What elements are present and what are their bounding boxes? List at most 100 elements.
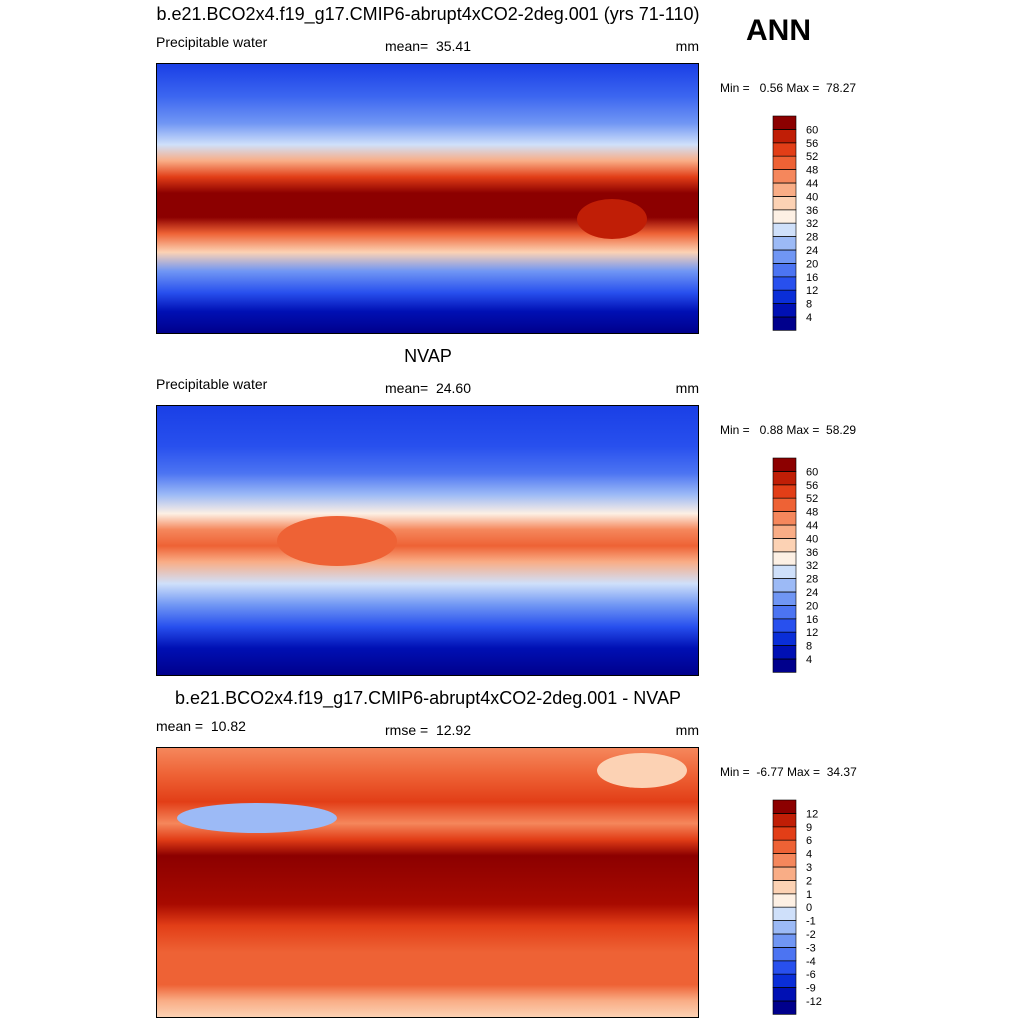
- colorbar-swatch: [772, 316, 797, 331]
- colorbar-label: 40: [806, 533, 818, 545]
- min-max: Min = -6.77 Max = 34.37: [720, 765, 857, 779]
- colorbar-swatch: [772, 209, 797, 224]
- colorbar-swatch: [772, 893, 797, 908]
- colorbar-swatch: [772, 524, 797, 539]
- colorbar-swatch: [772, 538, 797, 553]
- season: ANN: [746, 14, 811, 47]
- map: [156, 405, 699, 676]
- panel-title: b.e21.BCO2x4.f19_g17.CMIP6-abrupt4xCO2-2…: [156, 4, 700, 24]
- colorbar-label: 4: [806, 849, 812, 861]
- colorbar-swatch: [772, 276, 797, 291]
- panel-title: b.e21.BCO2x4.f19_g17.CMIP6-abrupt4xCO2-2…: [175, 688, 681, 708]
- map-region: [277, 516, 397, 566]
- right-label: mm: [675, 38, 699, 54]
- center-label: rmse = 12.92: [385, 722, 471, 738]
- colorbar-swatch: [772, 129, 797, 144]
- right-label: mm: [675, 380, 699, 396]
- colorbar-label: 9: [806, 822, 812, 834]
- colorbar-label: 28: [806, 232, 818, 244]
- colorbar-label: 44: [806, 178, 818, 190]
- colorbar-swatch: [772, 471, 797, 486]
- colorbar-label: -3: [806, 942, 816, 954]
- colorbar-swatch: [772, 866, 797, 881]
- min-max: Min = 0.88 Max = 58.29: [720, 423, 857, 437]
- colorbar-label: 12: [806, 808, 818, 820]
- colorbar-swatch: [772, 960, 797, 975]
- colorbar-label: 32: [806, 218, 818, 230]
- colorbar-swatch: [772, 658, 797, 673]
- colorbar-swatch: [772, 799, 797, 814]
- colorbar-swatch: [772, 853, 797, 868]
- colorbar-label: 40: [806, 191, 818, 203]
- colorbar-label: 8: [806, 299, 812, 311]
- map: [156, 747, 699, 1018]
- colorbar-label: 0: [806, 902, 812, 914]
- colorbar-swatch: [772, 564, 797, 579]
- colorbar-swatch: [772, 457, 797, 472]
- colorbar-swatch: [772, 1000, 797, 1015]
- map-region: [177, 803, 337, 833]
- colorbar-label: 4: [806, 654, 812, 666]
- colorbar-swatch: [772, 484, 797, 499]
- colorbar-swatch: [772, 578, 797, 593]
- colorbar-swatch: [772, 645, 797, 660]
- colorbar-label: 2: [806, 875, 812, 887]
- colorbar-swatch: [772, 813, 797, 828]
- center-label: mean= 24.60: [384, 380, 472, 396]
- colorbar-swatch: [772, 196, 797, 211]
- colorbar-swatch: [772, 169, 797, 184]
- colorbar-swatch: [772, 618, 797, 633]
- colorbar-swatch: [772, 236, 797, 251]
- colorbar-label: 28: [806, 574, 818, 586]
- colorbar-label: 36: [806, 205, 818, 217]
- colorbar-label: 24: [806, 587, 818, 599]
- colorbar-label: 52: [806, 151, 818, 163]
- colorbar-swatch: [772, 551, 797, 566]
- colorbar-swatch: [772, 920, 797, 935]
- colorbar-label: 36: [806, 547, 818, 559]
- colorbar-label: 24: [806, 245, 818, 257]
- colorbar-swatch: [772, 142, 797, 157]
- colorbar-swatch: [772, 987, 797, 1002]
- colorbar-label: 44: [806, 520, 818, 532]
- colorbar-swatch: [772, 947, 797, 962]
- colorbar-swatch: [772, 973, 797, 988]
- left-label: Precipitable water: [156, 34, 268, 50]
- map: [156, 63, 699, 334]
- colorbar-label: 52: [806, 493, 818, 505]
- colorbar-label: 1: [806, 889, 812, 901]
- colorbar-label: 60: [806, 466, 818, 478]
- colorbar-label: 48: [806, 165, 818, 177]
- colorbar-swatch: [772, 289, 797, 304]
- colorbar-label: 6: [806, 835, 812, 847]
- left-label: Precipitable water: [156, 376, 268, 392]
- min-max: Min = 0.56 Max = 78.27: [720, 81, 857, 95]
- colorbar-label: 8: [806, 641, 812, 653]
- colorbar-swatch: [772, 826, 797, 841]
- center-label: mean= 35.41: [384, 38, 472, 54]
- colorbar-label: -4: [806, 956, 816, 968]
- colorbar-label: 32: [806, 560, 818, 572]
- colorbar-label: -9: [806, 983, 816, 995]
- colorbar-swatch: [772, 115, 797, 130]
- map-region: [597, 753, 687, 788]
- colorbar-label: 3: [806, 862, 812, 874]
- colorbar-label: 12: [806, 627, 818, 639]
- colorbar-swatch: [772, 933, 797, 948]
- colorbar-label: -1: [806, 916, 816, 928]
- colorbar-label: 48: [806, 507, 818, 519]
- colorbar-swatch: [772, 155, 797, 170]
- colorbar-swatch: [772, 222, 797, 237]
- colorbar-label: 16: [806, 614, 818, 626]
- colorbar-swatch: [772, 631, 797, 646]
- colorbar-label: 60: [806, 124, 818, 136]
- colorbar-swatch: [772, 839, 797, 854]
- colorbar-swatch: [772, 249, 797, 264]
- colorbar-swatch: [772, 263, 797, 278]
- colorbar-label: 16: [806, 272, 818, 284]
- colorbar-swatch: [772, 906, 797, 921]
